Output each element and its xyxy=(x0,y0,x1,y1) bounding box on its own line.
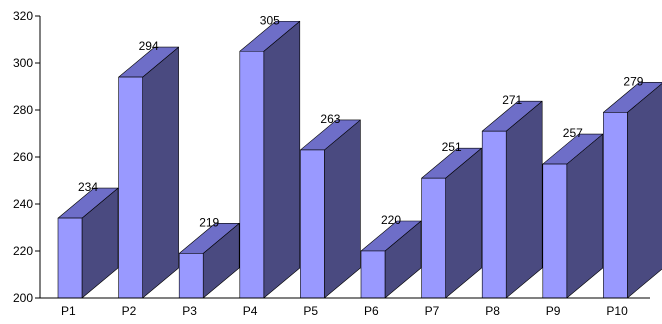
bar-p10: 279 xyxy=(603,74,662,299)
bar-data-label: 234 xyxy=(78,180,98,194)
bar-data-label: 220 xyxy=(381,213,401,227)
bar-data-label: 219 xyxy=(199,215,219,229)
bar-side-face xyxy=(142,46,179,299)
bar-p2: 294 xyxy=(118,39,179,299)
y-tick-label: 280 xyxy=(13,103,33,117)
x-axis: P1 P2 P3 P4 P5 P6 P7 P8 P9 P10 xyxy=(40,297,650,318)
y-axis: 200 220 240 260 280 300 320 xyxy=(13,9,41,305)
bar-p9: 257 xyxy=(542,126,604,299)
y-ticks: 200 220 240 260 280 300 320 xyxy=(13,9,40,305)
x-tick-label: P1 xyxy=(61,304,76,318)
bar-front-face xyxy=(481,130,507,299)
bar-front-face xyxy=(603,112,628,299)
bar-side-face xyxy=(627,83,662,299)
y-tick-label: 320 xyxy=(13,9,33,23)
x-tick-label: P7 xyxy=(425,304,440,318)
bar-p6: 220 xyxy=(360,213,422,299)
bar-p8: 271 xyxy=(481,93,543,299)
bar-front-face xyxy=(542,163,568,299)
x-tick-label: P8 xyxy=(485,304,500,318)
y-tick-label: 220 xyxy=(13,244,33,258)
bar-front-face xyxy=(178,253,204,299)
bar-p7: 251 xyxy=(421,140,482,299)
bar-data-label: 251 xyxy=(442,140,462,154)
bar-data-label: 271 xyxy=(502,93,522,107)
bar-data-label: 279 xyxy=(623,74,643,88)
bar-data-label: 263 xyxy=(320,112,340,126)
bar-front-face xyxy=(421,177,446,299)
bar-data-label: 305 xyxy=(260,13,280,27)
bar-series: 234 294 219 305 263 220 251 271 257 279 xyxy=(57,13,662,299)
x-tick-label: P9 xyxy=(546,304,561,318)
bar-p1: 234 xyxy=(57,180,119,299)
bar-front-face xyxy=(239,50,265,299)
bar-p3: 219 xyxy=(178,215,240,299)
bar-front-face xyxy=(118,76,143,299)
bar-side-face xyxy=(324,119,361,299)
bar-front-face xyxy=(360,250,386,299)
bar-front-face xyxy=(300,149,325,299)
y-tick-label: 260 xyxy=(13,150,33,164)
x-tick-label: P2 xyxy=(122,304,137,318)
x-tick-label: P6 xyxy=(364,304,379,318)
bar-data-label: 257 xyxy=(563,126,583,140)
x-tick-label: P3 xyxy=(182,304,197,318)
x-tick-label: P10 xyxy=(606,304,628,318)
bar-front-face xyxy=(57,217,83,299)
x-tick-label: P5 xyxy=(303,304,318,318)
bar-side-face xyxy=(505,100,543,299)
bar-side-face xyxy=(263,20,301,299)
bar-data-label: 294 xyxy=(139,39,159,53)
y-tick-label: 300 xyxy=(13,56,33,70)
x-tick-label: P4 xyxy=(243,304,258,318)
x-tick-labels: P1 P2 P3 P4 P5 P6 P7 P8 P9 P10 xyxy=(61,304,628,318)
bar-p5: 263 xyxy=(300,112,361,299)
bar-p4: 305 xyxy=(239,13,301,299)
y-tick-label: 240 xyxy=(13,197,33,211)
y-tick-label: 200 xyxy=(13,291,33,305)
